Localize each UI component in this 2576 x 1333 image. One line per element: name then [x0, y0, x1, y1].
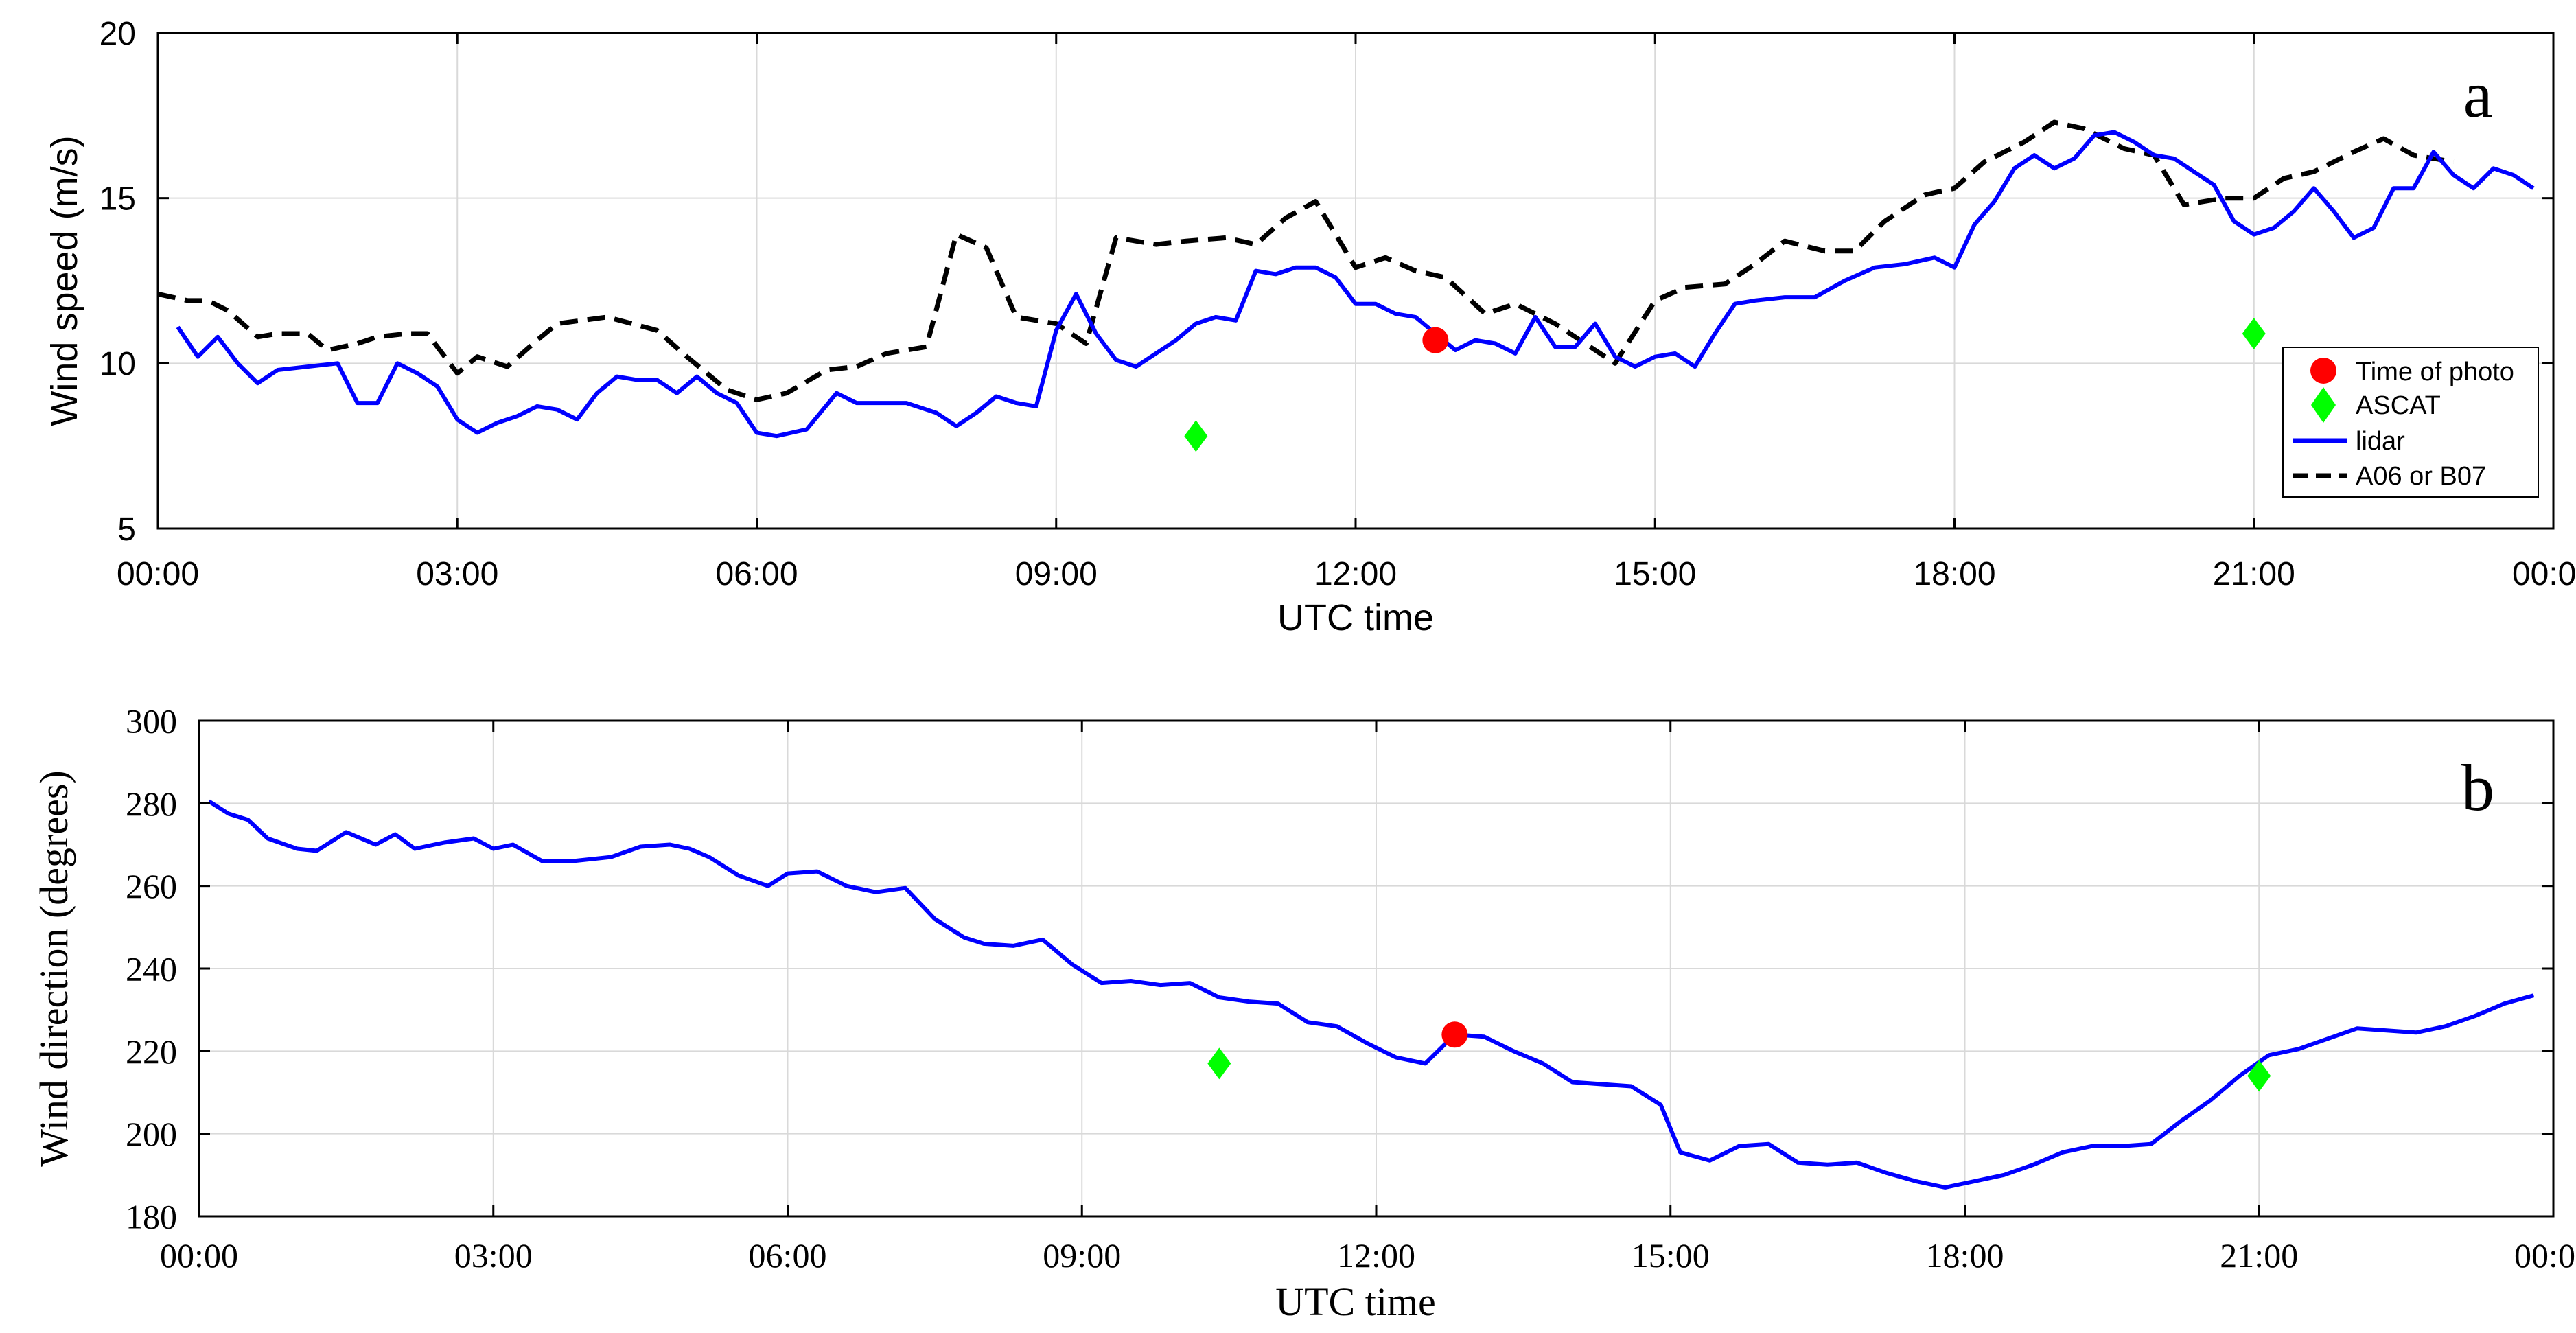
legend-ascat-label: ASCAT: [2356, 391, 2441, 420]
panel-b-x-axis-label: UTC time: [1275, 1279, 1436, 1324]
panel-b-y-tick-label: 220: [126, 1032, 177, 1071]
legend: Time of photo ASCAT lidar A06 or B07: [2282, 347, 2539, 498]
panel-a-ascat-marker: [1184, 420, 1208, 452]
panel-a-y-axis-label: Wind speed (m/s): [44, 135, 85, 426]
panel-a-x-tick-label: 06:00: [715, 556, 798, 592]
panel-a-x-axis-label: UTC time: [1277, 597, 1434, 638]
panel-a-y-tick-label: 5: [117, 511, 136, 548]
panel-a-x-tick-label: 00:00: [2512, 556, 2576, 592]
panel-a-y-tick-label: 15: [100, 181, 136, 217]
panel-a: 00:00 03:00 06:00 09:00 12:00 15:00 18:00 21:00…: [44, 16, 2576, 638]
panel-a-label: a: [2463, 58, 2493, 131]
panel-b-x-tick-label: 18:00: [1926, 1236, 2004, 1275]
panel-b-ascat-marker: [2247, 1060, 2271, 1092]
panel-a-x-tick-label: 15:00: [1614, 556, 1696, 592]
panel-a-y-tick-label: 10: [100, 346, 136, 382]
panel-b-y-tick-label: 300: [126, 702, 177, 741]
panel-b-x-tick-label: 03:00: [454, 1236, 533, 1275]
panel-b-x-tick-label: 15:00: [1632, 1236, 1710, 1275]
panel-b-x-ticks: 00:00 03:00 06:00 09:00 12:00 15:00 18:00 21:00…: [160, 721, 2576, 1275]
panel-b: 00:00 03:00 06:00 09:00 12:00 15:00 18:00 21:00…: [32, 702, 2576, 1325]
panel-a-y-ticks: 5 10 15 20: [100, 16, 2553, 548]
panel-a-lidar-line: [176, 130, 2535, 439]
legend-a06-label: A06 or B07: [2356, 462, 2486, 491]
panel-a-y-tick-label: 20: [100, 16, 136, 52]
panel-b-y-tick-label: 240: [126, 950, 177, 988]
panel-b-y-ticks: 180 200 220 240 260 280 300: [126, 702, 2553, 1236]
panel-b-label: b: [2461, 751, 2494, 824]
legend-time-of-photo-label: Time of photo: [2356, 358, 2514, 386]
panel-b-x-tick-label: 00:00: [2514, 1236, 2576, 1275]
panel-b-y-axis-label: Wind direction (degrees): [32, 770, 76, 1166]
panel-a-x-tick-label: 00:00: [117, 556, 199, 592]
panel-a-a06-or-b07-line: [157, 119, 2455, 402]
panel-b-y-tick-label: 260: [126, 867, 177, 905]
panel-b-y-tick-label: 200: [126, 1115, 177, 1153]
legend-time-of-photo-marker: [2310, 358, 2336, 384]
legend-ascat-marker: [2311, 387, 2336, 423]
panel-a-x-tick-label: 03:00: [416, 556, 498, 592]
panel-b-y-tick-label: 180: [126, 1198, 177, 1236]
panel-a-x-tick-label: 21:00: [2213, 556, 2295, 592]
panel-b-x-tick-label: 09:00: [1043, 1236, 1121, 1275]
panel-a-grid: [158, 33, 2553, 529]
panel-b-x-tick-label: 06:00: [749, 1236, 827, 1275]
panel-a-x-tick-label: 12:00: [1314, 556, 1397, 592]
panel-a-ascat-marker: [2242, 318, 2266, 350]
panel-b-y-tick-label: 280: [126, 785, 177, 823]
panel-b-time-of-photo-marker: [1441, 1021, 1468, 1048]
panel-a-x-tick-label: 18:00: [1913, 556, 1995, 592]
panel-a-x-ticks: 00:00 03:00 06:00 09:00 12:00 15:00 18:00 21:00…: [117, 33, 2576, 592]
panel-a-x-tick-label: 09:00: [1015, 556, 1098, 592]
panel-b-x-tick-label: 21:00: [2220, 1236, 2298, 1275]
panel-a-time-of-photo-marker: [1422, 327, 1449, 353]
panel-b-x-tick-label: 00:00: [160, 1236, 238, 1275]
legend-lidar-label: lidar: [2356, 427, 2405, 456]
panel-b-lidar-line: [207, 799, 2535, 1190]
panel-b-series: [207, 799, 2535, 1190]
panel-b-ascat-marker: [1207, 1047, 1231, 1080]
panel-a-series: [157, 119, 2535, 452]
panel-b-x-tick-label: 12:00: [1337, 1236, 1415, 1275]
